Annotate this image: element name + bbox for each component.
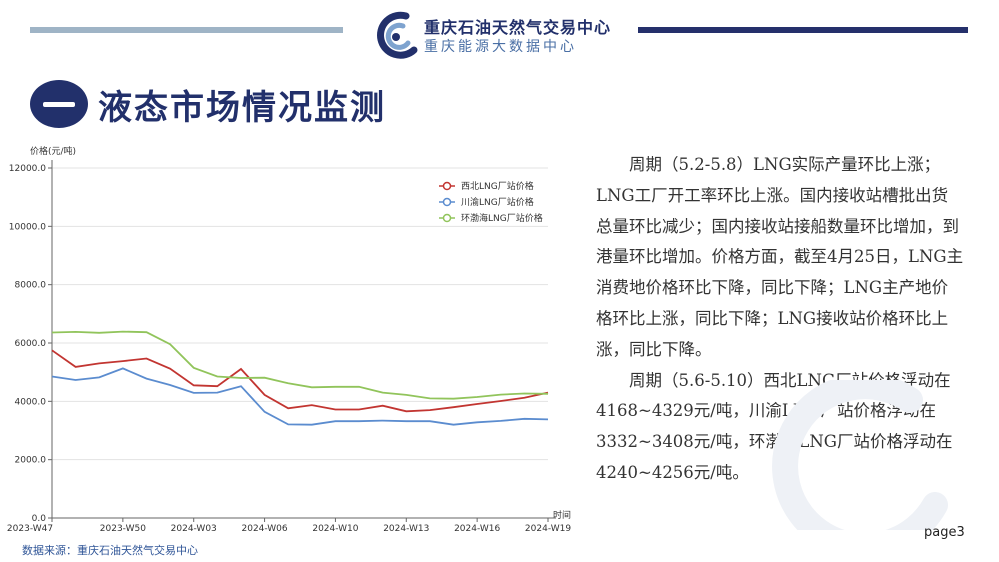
x-tick-label: 2024-W06 bbox=[242, 524, 288, 534]
legend-label: 川渝LNG厂站价格 bbox=[461, 196, 534, 208]
company-logo-icon bbox=[377, 11, 418, 59]
section-number-mark bbox=[43, 102, 75, 107]
x-tick-label: 2024-W03 bbox=[171, 524, 217, 534]
y-tick-label: 4000.0 bbox=[15, 397, 47, 407]
y-tick-label: 10000.0 bbox=[9, 222, 46, 232]
y-tick-label: 0.0 bbox=[32, 514, 47, 524]
series-line-3 bbox=[51, 330, 549, 400]
legend-label: 西北LNG厂站价格 bbox=[461, 180, 534, 192]
y-tick-label: 12000.0 bbox=[9, 164, 46, 174]
page-number: page3 bbox=[924, 525, 965, 540]
x-tick-label: 2024-W10 bbox=[312, 524, 358, 534]
brand-name: 重庆石油天然气交易中心 bbox=[424, 18, 612, 37]
section-title: 液态市场情况监测 bbox=[98, 88, 386, 128]
x-tick-label: 2024-W16 bbox=[454, 524, 500, 534]
data-source: 数据来源：重庆石油天然气交易中心 bbox=[22, 544, 198, 557]
y-tick-label: 2000.0 bbox=[15, 456, 47, 466]
lng-price-chart: 0.0 2000.0 4000.0 6000.0 8000.0 10000.0 12000.… bbox=[7, 145, 571, 534]
y-tick-label: 8000.0 bbox=[15, 281, 47, 291]
header-bar-right bbox=[638, 27, 968, 33]
x-tick-label: 2024-W13 bbox=[383, 524, 429, 534]
series-line-1 bbox=[51, 349, 549, 413]
x-tick-label: 2023-W47 bbox=[7, 524, 53, 534]
analysis-paragraph-1: 周期（5.2-5.8）LNG实际产量环比上涨；LNG工厂开工率环比上涨。国内接收… bbox=[596, 155, 964, 359]
series-line-2 bbox=[51, 367, 549, 426]
legend-label: 环渤海LNG厂站价格 bbox=[461, 212, 543, 224]
legend-marker bbox=[442, 181, 452, 191]
legend-marker bbox=[442, 197, 452, 207]
x-axis-label: 时间 bbox=[553, 509, 571, 521]
brand-subname: 重庆能源大数据中心 bbox=[424, 39, 577, 55]
section-number-badge bbox=[30, 80, 88, 128]
header-bar-left bbox=[30, 27, 343, 33]
watermark-logo-icon bbox=[772, 380, 948, 530]
analysis-text: 周期（5.2-5.8）LNG实际产量环比上涨；LNG工厂开工率环比上涨。国内接收… bbox=[596, 150, 964, 489]
y-axis-label: 价格(元/吨) bbox=[30, 145, 76, 157]
x-tick-label: 2023-W50 bbox=[100, 524, 146, 534]
x-tick-label: 2024-W19 bbox=[525, 524, 571, 534]
y-tick-label: 6000.0 bbox=[15, 339, 47, 349]
legend-marker bbox=[442, 213, 452, 223]
